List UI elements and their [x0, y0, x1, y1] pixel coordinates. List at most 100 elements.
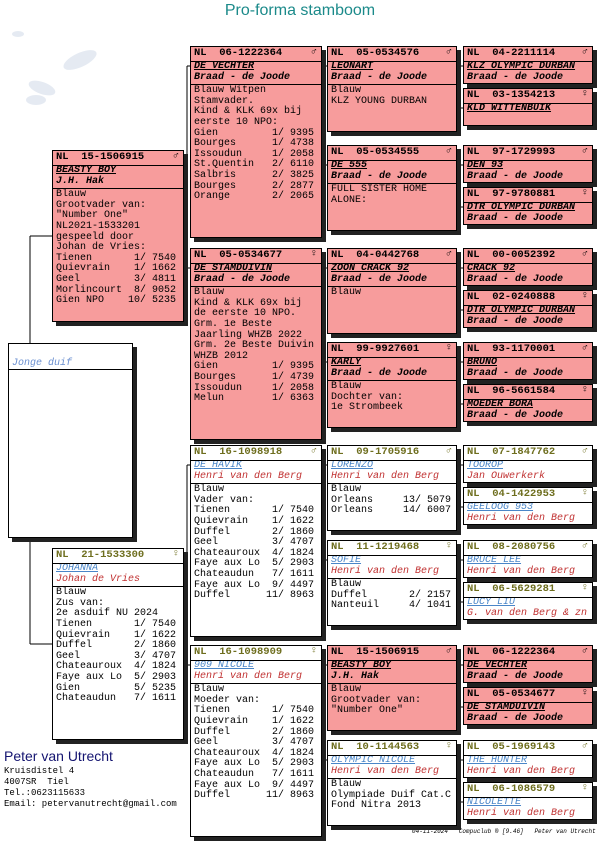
info: Blauw Zus van: 2e asduif NU 2024 Tienen 1/ …: [53, 587, 183, 706]
pigeon-box: NL 05-0534576 ♂ LEONART Braad - de Joode Bla…: [327, 46, 457, 132]
info-line: eerste 10 NPO:: [194, 116, 279, 128]
pigeon-name: CRACK 92: [467, 263, 516, 274]
sex-symbol: ♀: [581, 487, 588, 499]
info-line: Johan de Vries:: [56, 242, 147, 254]
info: Blauw: [328, 287, 456, 300]
pigeon-box: Jonge duif: [8, 343, 133, 538]
info-line: Blauw: [56, 587, 87, 599]
pigeon-box: NL 99-9927601 ♀ KARLY Braad - de Joode Blauw…: [327, 342, 457, 428]
ring-number: NL 97-9780881: [467, 188, 556, 200]
footer-program: Compuclub ® [9.46]: [458, 828, 524, 835]
footer-date: 04-11-2024: [412, 828, 449, 835]
pigeon-name: DE VECHTER: [194, 61, 255, 72]
ring-number: NL 16-1098909: [194, 646, 283, 658]
ring-row: NL 05-0534555 ♂: [328, 146, 456, 161]
sex-symbol: ♂: [581, 145, 588, 157]
ring-row: NL 05-0534677 ♀: [464, 688, 592, 703]
ring-number: NL 10-1144563: [331, 741, 420, 753]
info-line: Olympiade Duif Cat.C: [331, 789, 452, 801]
sex-symbol: ♀: [445, 342, 452, 354]
ring-number: NL 21-1533300: [56, 549, 145, 561]
info-line: Faye aux Lo 9/ 4497: [194, 779, 315, 791]
ring-row: NL 05-0534576 ♂: [328, 47, 456, 62]
ring-number: NL 02-0240888: [467, 291, 556, 303]
info-line: Gien 1/ 9395: [194, 361, 315, 373]
ring-row: NL 99-9927601 ♀: [328, 343, 456, 358]
pigeon-name: KARLY: [331, 357, 362, 368]
breeder: Braad - de Joode: [467, 273, 564, 285]
pigeon-name: LORENZO: [331, 460, 374, 471]
info-line: 2e asduif NU 2024: [56, 608, 159, 620]
ring-row: [9, 344, 132, 370]
info-line: Kind & KLK 69x bij: [194, 297, 303, 309]
pigeon-box: NL 15-1506915 ♂ BEASTY BOY J.H. Hak Blauw Gro…: [52, 150, 184, 322]
pigeon-name: OLYMPIC NICOLE: [331, 755, 416, 766]
ring-number: NL 16-1098918: [194, 446, 283, 458]
breeder: Braad - de Joode: [467, 315, 564, 327]
sex-symbol: ♀: [581, 290, 588, 302]
breeder: Braad - de Joode: [328, 274, 456, 288]
pigeon-box: NL 04-0442768 ♂ ZOON CRACK 92 Braad - de Jo…: [327, 248, 457, 334]
pigeon-name: BRUNO: [467, 357, 498, 368]
ring-row: NL 96-5661584 ♀: [464, 385, 592, 400]
pigeon-box: NL 96-5661584 ♀ MOEDER BORA Braad - de Jood…: [463, 384, 593, 422]
pigeon-name: LEONART: [331, 61, 374, 72]
pigeon-name: GEELOOG 953: [467, 502, 534, 513]
info-line: Duffel 11/ 8963: [194, 790, 315, 802]
ring-number: NL 07-1847762: [467, 446, 556, 458]
pigeon-box: NL 04-1422953 ♀ GEELOOG 953 Henri van den B…: [463, 487, 593, 525]
info-line: Quievrain 1/ 1622: [194, 715, 315, 727]
pigeon-name: DEN 93: [467, 160, 504, 171]
ring-row: NL 08-2080756 ♂: [464, 541, 592, 556]
breeder: Braad - de Joode: [467, 409, 564, 421]
info-line: Tienen 1/ 7540: [56, 252, 177, 264]
info-line: Duffel 2/ 1860: [56, 640, 177, 652]
info-line: Kind & KLK 69x bij: [194, 106, 303, 118]
pigeon-name: KLD WITTENBUIK: [467, 103, 552, 114]
info-line: Blauw: [331, 381, 362, 393]
info-line: Morlincourt 8/ 9052: [56, 284, 177, 296]
info-line: Grootvader van:: [331, 694, 422, 706]
pigeon-name: 909 NICOLE: [194, 660, 255, 671]
ring-number: NL 06-1086579: [467, 783, 556, 795]
info-line: Geel 3/ 4707: [194, 737, 315, 749]
info: Blauw Duffel 2/ 2157 Nanteuil 4/ 1041: [328, 579, 456, 613]
ring-number: NL 15-1506915: [331, 646, 420, 658]
sex-symbol: ♂: [445, 445, 452, 457]
owner-line: Kruisdistel 4: [4, 766, 75, 776]
info-line: Duffel 2/ 1860: [194, 726, 315, 738]
breeder: Braad - de Joode: [328, 368, 456, 382]
info-line: Faye aux Lo 5/ 2903: [56, 671, 177, 683]
info-line: Quievrain 1/ 1662: [56, 263, 177, 275]
pigeon-name: SOFIE: [331, 555, 362, 566]
info-line: Grm. 2e Beste Duivin: [194, 340, 315, 352]
pigeon-box: NL 93-1170001 ♂ BRUNO Braad - de Joode: [463, 342, 593, 380]
info-line: FULL SISTER HOME: [331, 184, 428, 196]
info-line: Faye aux Lo 5/ 2903: [194, 758, 315, 770]
breeder: Henri van den Berg: [328, 766, 456, 780]
info-line: Jaarling WHZB 2022: [194, 329, 303, 341]
sex-symbol: ♀: [581, 687, 588, 699]
breeder: Braad - de Joode: [328, 171, 456, 185]
info-line: Blauw: [56, 189, 87, 201]
info-line: de eerste 10 NPO.: [194, 308, 297, 320]
info: Blauw Grootvader van: "Number One" NL2021-1…: [53, 189, 183, 308]
info-line: ALONE:: [331, 194, 368, 206]
info-line: Stamvader.: [194, 95, 255, 107]
ring-row: NL 00-0052392 ♂: [464, 249, 592, 264]
breeder: Braad - de Joode: [467, 670, 564, 682]
info-line: Tienen 1/ 7540: [56, 618, 177, 630]
ring-row: NL 04-1422953 ♀: [464, 488, 592, 503]
info-line: Geel 3/ 4707: [194, 537, 315, 549]
pigeon-box: NL 16-1098909 ♀ 909 NICOLE Henri van den Be…: [190, 645, 322, 837]
info-line: Faye aux Lo 5/ 2903: [194, 558, 315, 570]
ring-row: NL 16-1098918 ♂: [191, 446, 321, 461]
pigeon-box: NL 06-1222364 ♂ DE VECHTER Braad - de Joode…: [190, 46, 322, 238]
info-line: Chateauroux 4/ 1824: [194, 547, 315, 559]
ring-number: NL 03-1354213: [467, 89, 556, 101]
info-line: Blauw: [331, 779, 362, 791]
ring-number: NL 08-2080756: [467, 541, 556, 553]
info-line: Blauw: [331, 484, 362, 496]
info-line: Blauw: [194, 684, 225, 696]
